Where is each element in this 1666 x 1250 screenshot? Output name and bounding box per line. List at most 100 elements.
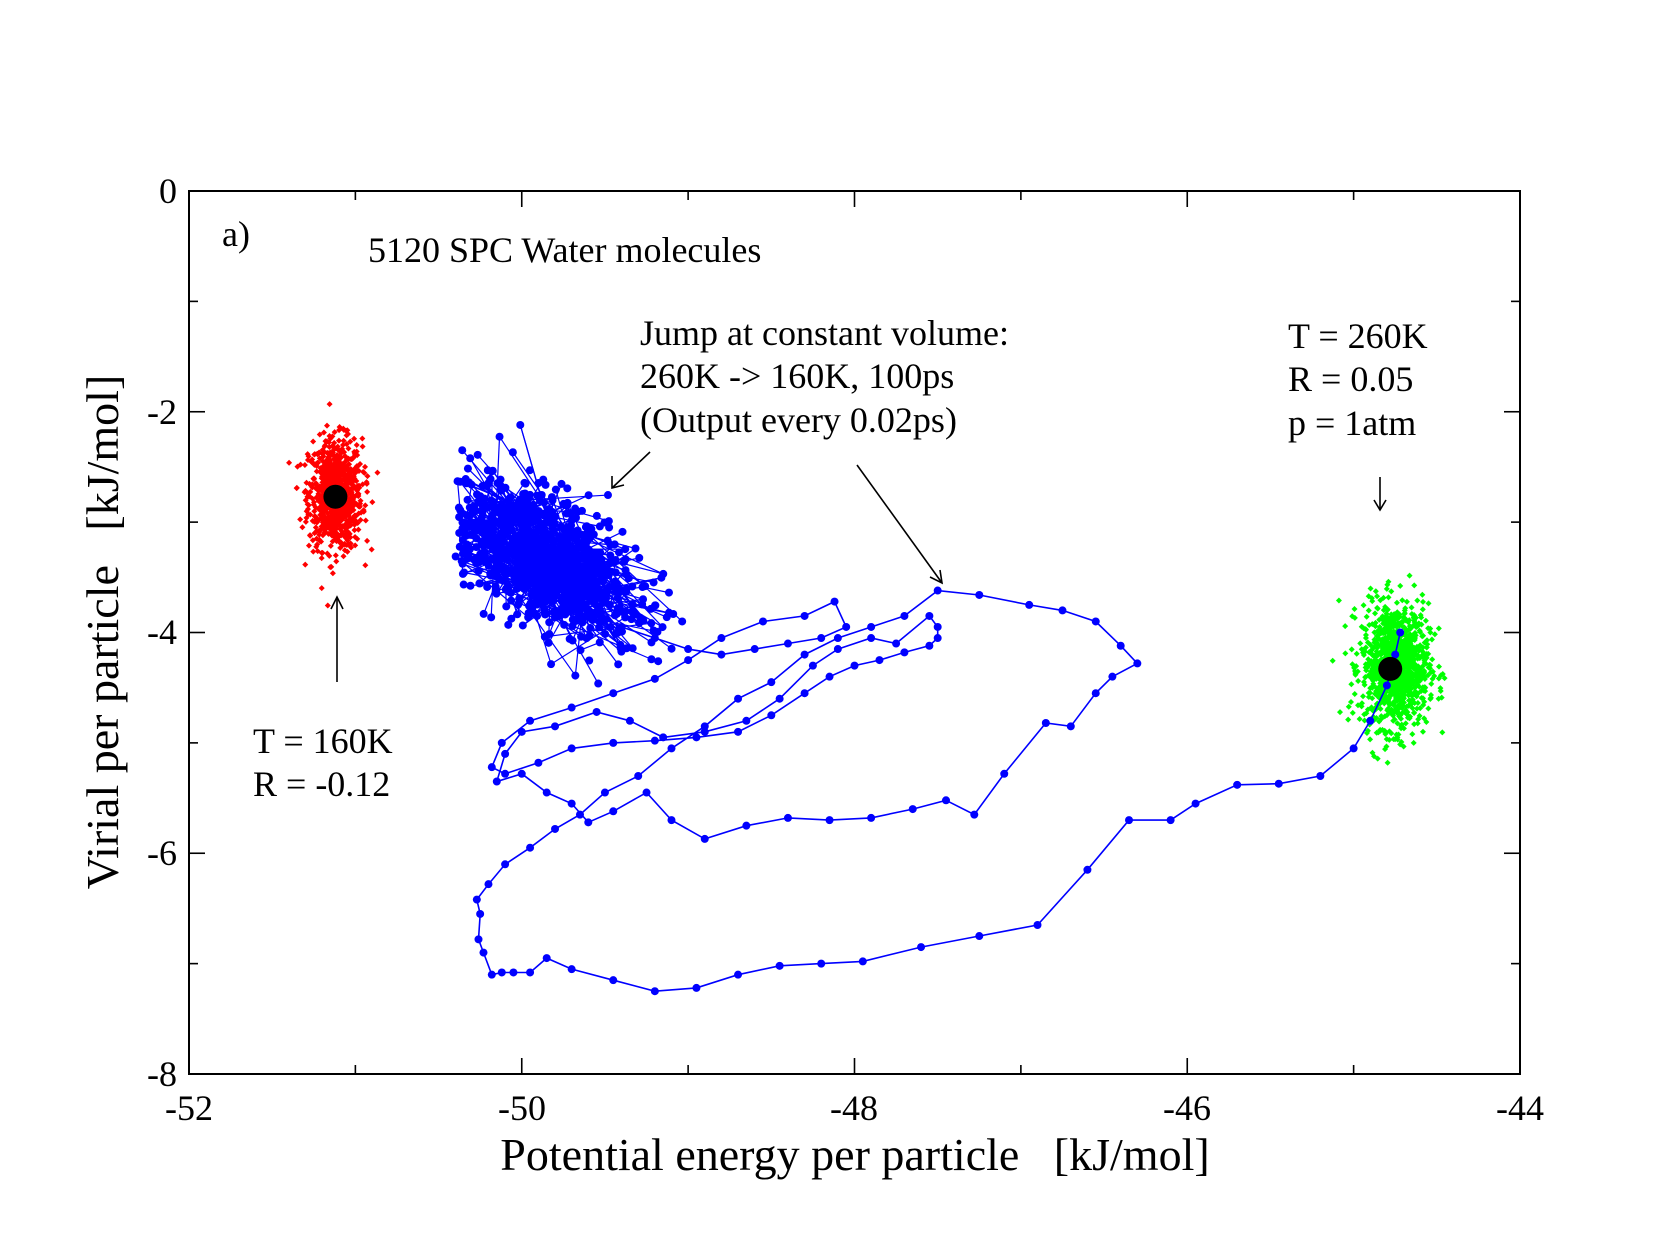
trajectory-point [497,738,506,747]
scatter-point [318,523,325,530]
trajectory-point [487,763,496,772]
x-axis-label: Potential energy per particle [kJ/mol] [500,1129,1209,1180]
scatter-point [1401,610,1408,617]
trajectory-segment [482,471,493,527]
scatter-point [321,528,328,535]
scatter-point [364,473,371,480]
trajectory-point [502,602,511,611]
scatter-point [341,452,348,459]
scatter-point [1372,610,1379,617]
annotation-cold-line: R = -0.12 [253,764,390,804]
y-tick-label: -4 [147,612,177,652]
scatter-point [351,453,358,460]
scatter-point [1392,635,1399,642]
scatter-point [1366,622,1373,629]
trajectory-segment [536,582,576,617]
scatter-point [1363,667,1370,674]
scatter-point [345,479,352,486]
scatter-point [1337,709,1344,716]
annotation-jump-line: (Output every 0.02ps) [640,400,957,440]
scatter-point [307,488,314,495]
scatter-point [320,503,327,510]
trajectory-segment [458,532,464,574]
trajectory-point [833,645,842,654]
scatter-point [1364,727,1371,734]
scatter-point [307,511,314,518]
scatter-point [311,475,318,482]
trajectory-point [600,788,609,797]
scatter-point [1413,614,1420,621]
scatter-point [1382,746,1389,753]
scatter-point [1345,703,1352,710]
scatter-point [1409,731,1416,738]
trajectory-point [830,597,839,606]
scatter-point [315,490,322,497]
scatter-point [353,441,360,448]
scatter-point [343,535,350,542]
scatter-point [1406,668,1413,675]
trajectory-point [525,466,534,475]
scatter-point [301,462,308,469]
trajectory-point [625,716,634,725]
scatter-point [327,449,334,456]
trajectory-point [975,932,984,941]
scatter-point [326,401,333,408]
y-tick-label: 0 [159,171,177,211]
scatter-point [327,564,334,571]
trajectory-point [609,581,618,590]
scatter-point [339,445,346,452]
y-axis-label: Virial per particle [kJ/mol] [77,375,128,890]
scatter-point [1342,650,1349,657]
scatter-point [1345,716,1352,723]
scatter-point [1429,675,1436,682]
scatter-point [320,482,327,489]
scatter-point [1417,705,1424,712]
scatter-point [1380,620,1387,627]
trajectory-point [609,807,618,816]
trajectory-point [1058,606,1067,615]
scatter-point [1414,699,1421,706]
trajectory-segment [568,571,603,594]
scatter-point [1425,705,1432,712]
scatter-point [1391,611,1398,618]
scatter-point [340,511,347,518]
scatter-point [1360,693,1367,700]
trajectory-point [900,648,909,657]
scatter-point [355,510,362,517]
trajectory-point [917,943,926,952]
scatter-point [1403,598,1410,605]
scatter-point [1375,684,1382,691]
scatter-point [1355,678,1362,685]
trajectory-point [509,503,518,512]
trajectory-point [479,609,488,618]
scatter-point [286,459,293,466]
trajectory-point [609,976,618,985]
scatter-point [1372,675,1379,682]
scatter-point [350,473,357,480]
scatter-point [1405,627,1412,634]
trajectory-point [586,624,595,633]
scatter-point [329,570,336,577]
scatter-point [1439,671,1446,678]
trajectory-point [517,769,526,778]
scatter-point [307,532,314,539]
trajectory-point [603,491,612,500]
scatter-point [1418,694,1425,701]
scatter-point [1370,652,1377,659]
trajectory-point [925,641,934,650]
scatter-point [1365,656,1372,663]
scatter-point [1376,718,1383,725]
scatter-point [355,526,362,533]
scatter-point [1402,605,1409,612]
scatter-point [1394,734,1401,741]
trajectory-point [650,634,659,643]
trajectory-segment [552,524,560,588]
scatter-point [364,537,371,544]
scatter-point [1405,653,1412,660]
mean-marker [323,484,348,509]
scatter-point [1353,663,1360,670]
scatter-point [1403,703,1410,710]
trajectory-point [933,586,942,595]
scatter-point [1428,636,1435,643]
